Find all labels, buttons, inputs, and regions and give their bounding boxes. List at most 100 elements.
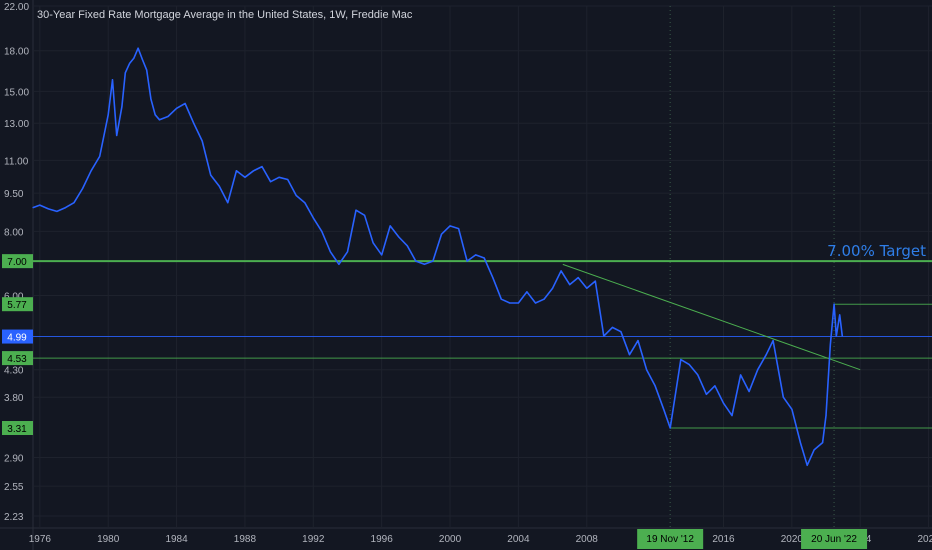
data-point	[457, 228, 460, 230]
data-point	[841, 335, 843, 337]
data-point	[594, 280, 596, 282]
data-point	[210, 174, 212, 176]
data-point	[415, 260, 417, 262]
data-point	[577, 277, 579, 279]
x-marker-box	[801, 529, 868, 549]
data-point	[645, 369, 648, 371]
data-point	[338, 263, 340, 265]
price-label-box	[2, 351, 33, 366]
data-point	[620, 331, 622, 333]
data-point	[705, 393, 707, 395]
data-point	[81, 187, 84, 190]
data-point	[175, 107, 178, 109]
data-point	[141, 58, 143, 61]
data-point	[517, 302, 519, 304]
y-tick-label: 4.30	[4, 366, 24, 377]
data-point	[551, 287, 554, 289]
data-point	[423, 263, 425, 265]
data-point	[526, 291, 528, 293]
data-point	[833, 303, 835, 305]
data-point	[628, 354, 631, 356]
data-point	[90, 170, 92, 172]
price-label: 3.31	[7, 424, 27, 435]
x-tick-label: 1984	[165, 534, 188, 545]
data-point	[154, 114, 156, 116]
data-point	[432, 260, 434, 262]
data-point	[32, 207, 34, 209]
data-point	[406, 245, 408, 247]
y-tick-label: 15.00	[4, 87, 29, 98]
data-point	[739, 374, 742, 376]
y-tick-label: 2.23	[4, 512, 24, 523]
y-tick-label: 6.00	[4, 291, 24, 302]
data-point	[158, 119, 161, 121]
y-tick-label: 18.00	[4, 47, 29, 58]
data-point	[509, 302, 511, 304]
data-point	[39, 204, 41, 206]
trend-line[interactable]	[562, 263, 861, 371]
data-point	[449, 225, 451, 227]
data-point	[287, 178, 289, 181]
x-tick-label: 1996	[371, 534, 394, 545]
data-point	[235, 170, 237, 172]
y-axis: 22.00 18.00 15.00 13.00 11.00 9.50 8.00 6.00 4.3…	[2, 2, 33, 523]
data-point	[321, 230, 323, 232]
x-tick-label: 2004	[507, 534, 530, 545]
data-point	[252, 170, 255, 172]
trend-line-layer[interactable]	[562, 263, 861, 371]
series-line	[32, 47, 844, 467]
series-layer	[32, 47, 844, 467]
data-point	[466, 260, 468, 262]
data-point	[372, 242, 374, 244]
price-label-box	[2, 297, 33, 312]
data-point	[782, 396, 784, 398]
y-tick-label: 13.00	[4, 119, 29, 130]
data-point	[73, 202, 75, 204]
x-tick-label: 1980	[97, 534, 120, 545]
data-point	[492, 277, 494, 279]
price-label: 4.99	[7, 333, 27, 344]
y-tick-label: 9.50	[4, 189, 24, 200]
x-tick-label: 1988	[234, 534, 257, 545]
data-point	[534, 302, 537, 304]
x-tick-label: 2016	[712, 534, 735, 545]
data-point	[363, 214, 366, 216]
data-point	[64, 207, 67, 209]
y-tick-label: 8.00	[4, 227, 24, 238]
data-point	[47, 208, 49, 210]
data-point	[295, 194, 297, 197]
data-point	[560, 270, 562, 272]
price-label: 5.77	[7, 300, 27, 311]
data-point	[128, 62, 131, 65]
data-point	[150, 98, 152, 100]
data-point	[218, 185, 220, 187]
data-point	[99, 155, 101, 158]
data-point	[355, 209, 357, 211]
data-point	[475, 254, 477, 256]
x-marker-box	[637, 529, 704, 549]
x-tick-label: 2000	[439, 534, 462, 545]
price-label-box	[2, 421, 33, 436]
data-point	[346, 251, 349, 253]
price-label-box	[2, 254, 33, 269]
data-point	[799, 442, 801, 444]
horizontal-levels[interactable]	[33, 260, 932, 429]
data-point	[825, 414, 827, 417]
data-point	[688, 363, 690, 366]
target-annotation: 7.00% Target	[827, 242, 926, 260]
y-tick-label: 3.80	[4, 393, 24, 404]
y-tick-label: 2.90	[4, 453, 24, 464]
data-point	[244, 176, 246, 178]
data-point	[56, 210, 58, 213]
data-point	[111, 79, 114, 81]
data-point	[500, 298, 502, 300]
data-point	[680, 358, 682, 361]
x-tick-label: 2008	[576, 534, 599, 545]
data-point	[389, 225, 391, 227]
data-point	[261, 165, 263, 168]
data-point	[806, 464, 808, 466]
data-point	[611, 326, 613, 328]
data-point	[124, 72, 126, 74]
data-point	[569, 284, 571, 286]
